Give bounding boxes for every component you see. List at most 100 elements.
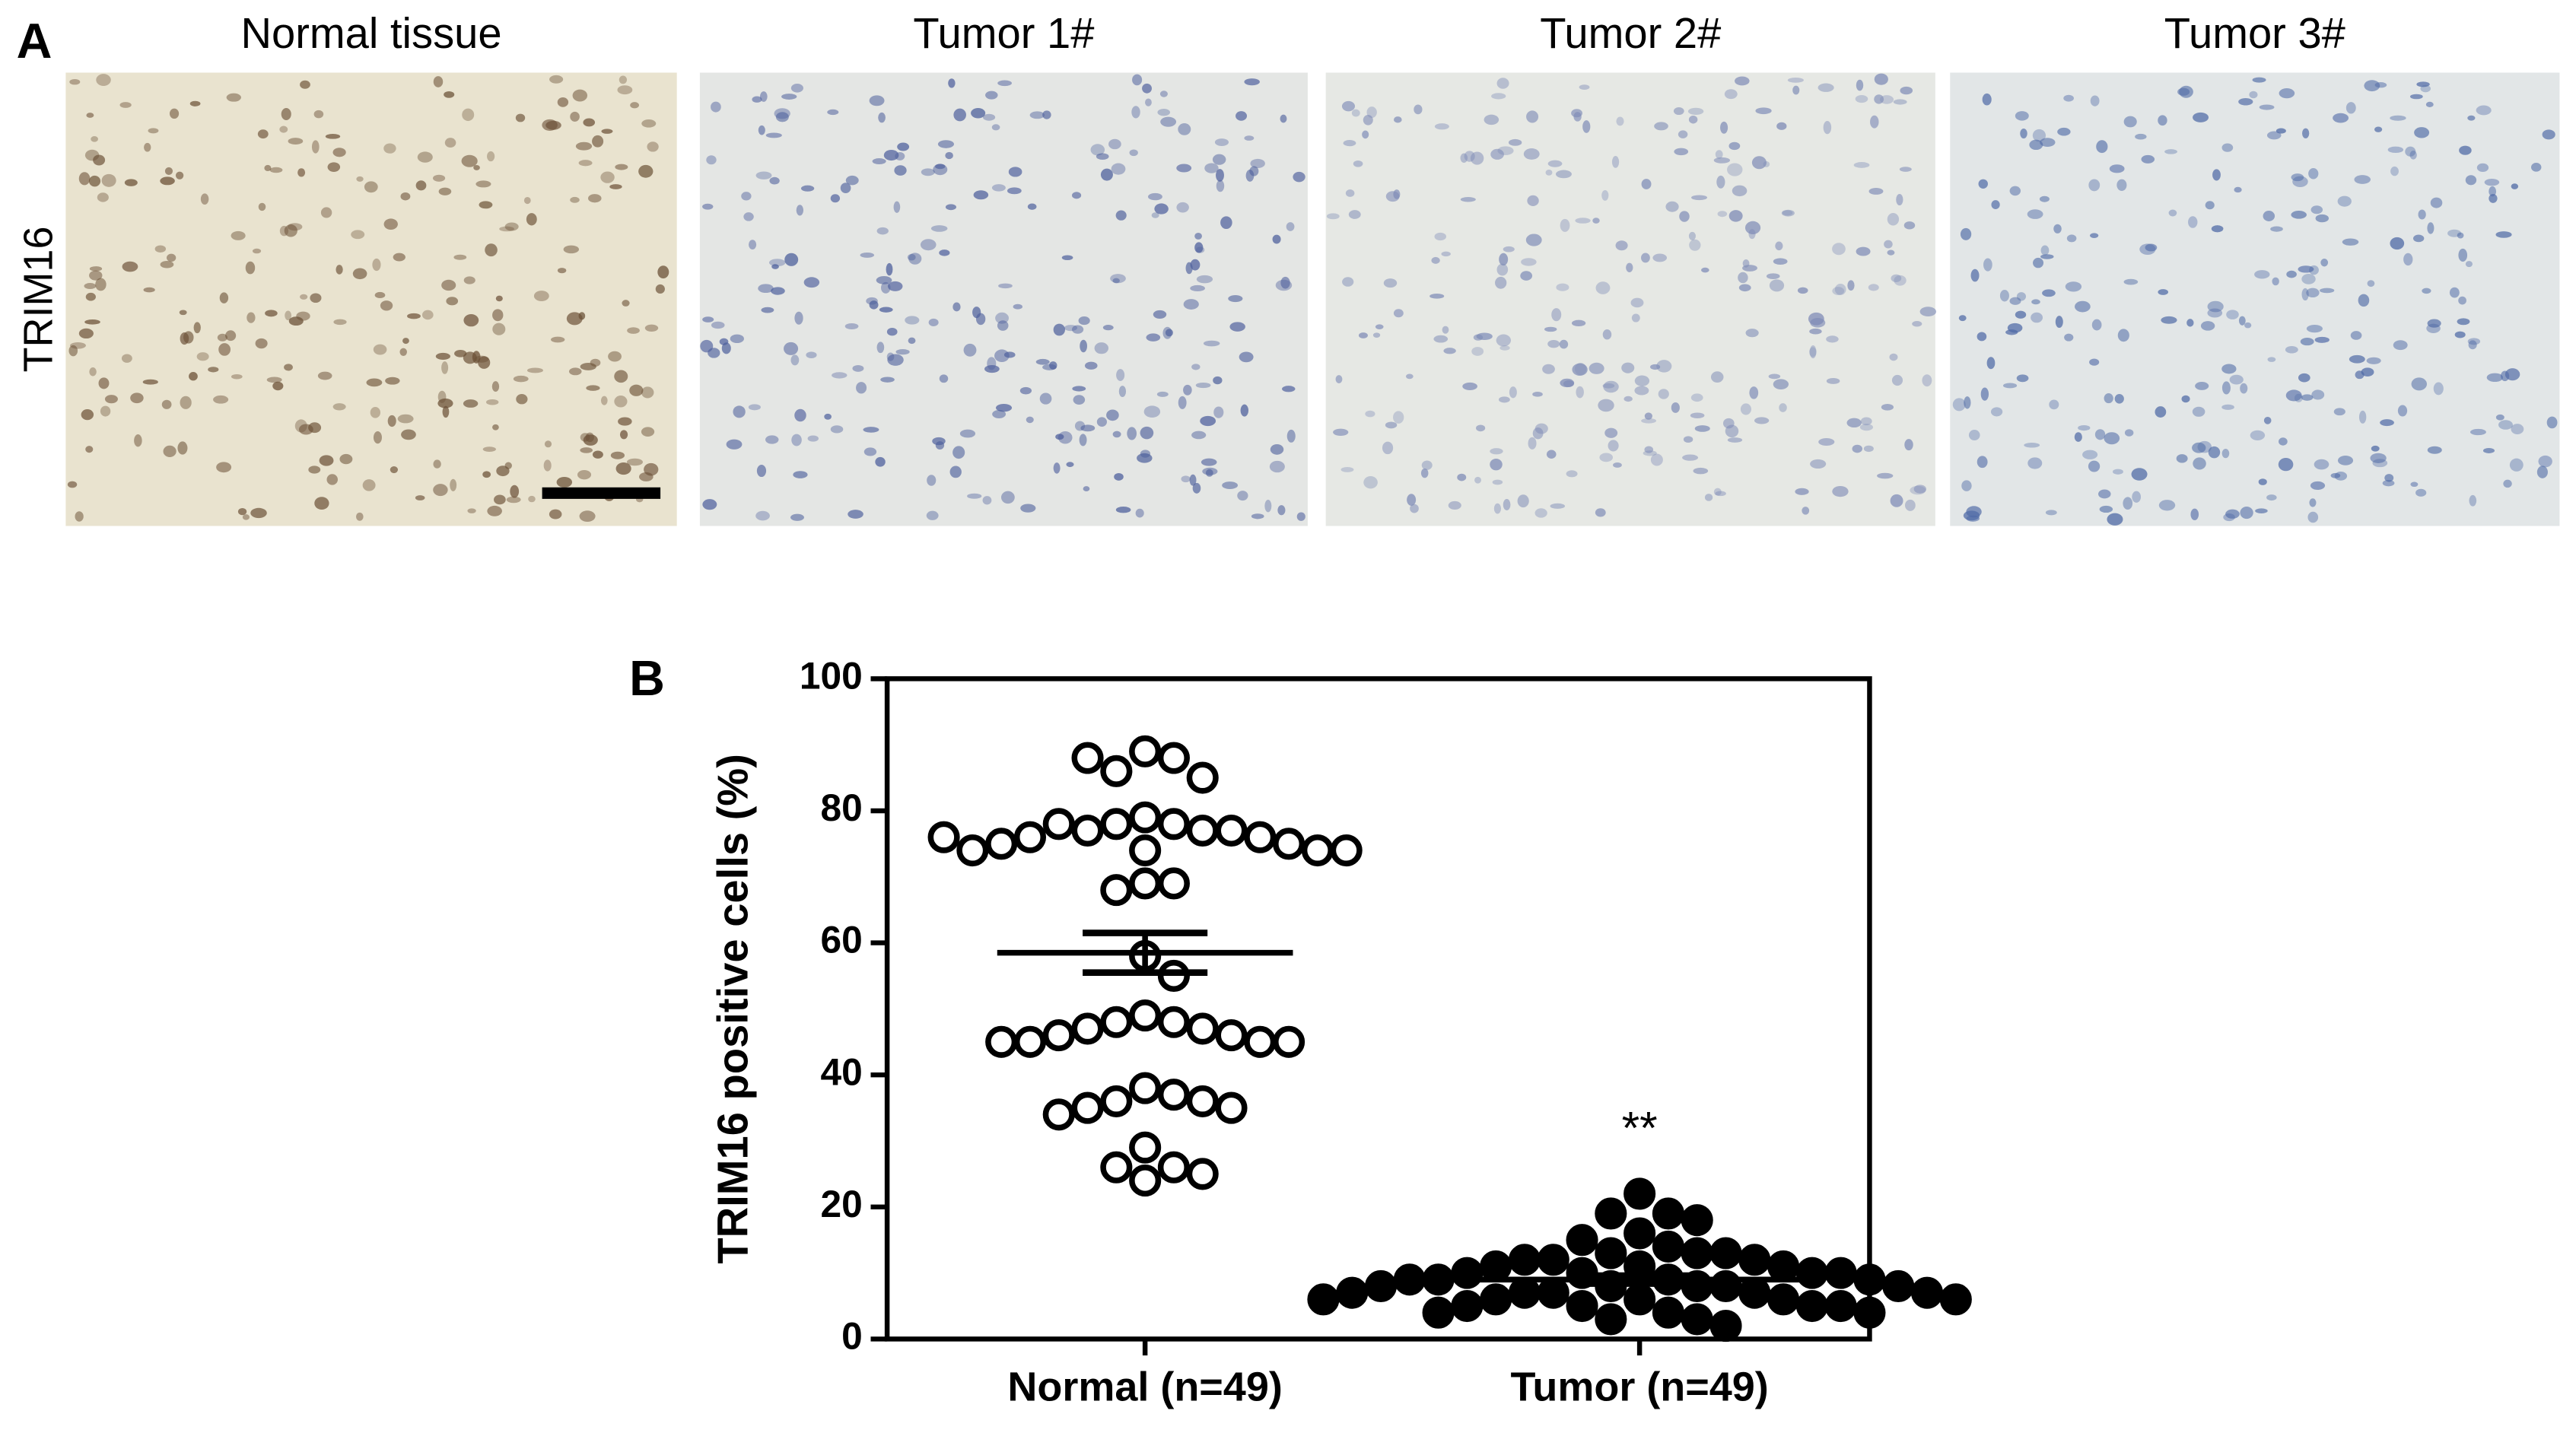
cell-nucleus: [2200, 321, 2215, 331]
cell-nucleus: [1713, 488, 1722, 496]
cell-nucleus: [95, 278, 107, 291]
cell-nucleus: [160, 261, 174, 268]
cell-nucleus: [143, 287, 155, 293]
data-point: [1652, 1197, 1684, 1230]
cell-nucleus: [1738, 284, 1751, 292]
cell-nucleus: [765, 435, 779, 444]
data-point: [1738, 1276, 1771, 1309]
cell-nucleus: [81, 408, 94, 421]
cell-nucleus: [1492, 479, 1503, 485]
cell-nucleus: [2366, 357, 2381, 364]
cell-nucleus: [657, 265, 669, 279]
data-point: [1624, 1217, 1656, 1250]
cell-nucleus: [1026, 416, 1034, 424]
cell-nucleus: [492, 323, 506, 335]
cell-nucleus: [526, 367, 543, 373]
cell-nucleus: [1205, 469, 1213, 477]
cell-nucleus: [1534, 508, 1547, 518]
cell-nucleus: [886, 262, 893, 276]
cell-nucleus: [1679, 211, 1690, 222]
cell-nucleus: [973, 190, 989, 200]
cell-nucleus: [1958, 315, 1967, 322]
cell-nucleus: [523, 196, 531, 205]
cell-nucleus: [88, 175, 101, 187]
cell-nucleus: [2221, 404, 2234, 410]
cell-nucleus: [1127, 427, 1137, 440]
cell-nucleus: [2495, 231, 2512, 238]
cell-nucleus: [895, 151, 905, 160]
cell-nucleus: [1201, 458, 1217, 466]
cell-nucleus: [1100, 168, 1113, 181]
cell-nucleus: [1157, 108, 1170, 116]
cell-nucleus: [1251, 513, 1264, 520]
cell-nucleus: [2465, 261, 2473, 268]
cell-nucleus: [1547, 160, 1563, 167]
cell-nucleus: [959, 429, 976, 438]
data-point: [1100, 808, 1133, 840]
cell-nucleus: [2291, 211, 2307, 219]
cell-nucleus: [1887, 249, 1895, 256]
cell-nucleus: [920, 239, 937, 251]
cell-nucleus: [2168, 209, 2177, 217]
cell-nucleus: [937, 140, 955, 148]
cell-nucleus: [93, 154, 106, 166]
cell-nucleus: [2390, 115, 2406, 121]
cell-nucleus: [2258, 478, 2267, 485]
cell-nucleus: [2179, 85, 2193, 98]
cell-nucleus: [1890, 494, 1903, 507]
cell-nucleus: [1602, 383, 1615, 389]
cell-nucleus: [1131, 106, 1140, 119]
cell-nucleus: [1745, 329, 1759, 338]
cell-nucleus: [2259, 104, 2275, 110]
cell-nucleus: [319, 455, 334, 466]
cell-nucleus: [2244, 322, 2252, 329]
cell-nucleus: [1443, 348, 1456, 354]
cell-nucleus: [794, 408, 806, 422]
cell-nucleus: [997, 80, 1012, 87]
cell-nucleus: [288, 138, 304, 145]
cell-nucleus: [1196, 246, 1205, 253]
cell-nucleus: [2024, 443, 2040, 448]
data-point: [1042, 808, 1075, 840]
cell-nucleus: [1599, 453, 1614, 462]
cell-nucleus: [372, 258, 381, 272]
cell-nucleus: [526, 213, 537, 226]
cell-nucleus: [1615, 240, 1628, 251]
cell-nucleus: [1129, 149, 1138, 157]
cell-nucleus: [730, 334, 744, 344]
cell-nucleus: [1887, 212, 1900, 226]
cell-nucleus: [1191, 364, 1201, 370]
cell-nucleus: [189, 372, 198, 381]
cell-nucleus: [226, 93, 241, 102]
y-tick-label: 0: [841, 1315, 863, 1358]
cell-nucleus: [1977, 456, 1988, 469]
x-tick-label: Normal (n=49): [1007, 1365, 1282, 1410]
cell-nucleus: [2469, 494, 2477, 507]
cell-nucleus: [840, 183, 851, 194]
cell-nucleus: [2091, 319, 2102, 331]
cell-nucleus: [86, 113, 94, 118]
cell-nucleus: [1348, 210, 1361, 219]
cell-nucleus: [2468, 340, 2477, 350]
cell-nucleus: [1616, 116, 1624, 126]
cell-nucleus: [2482, 447, 2495, 453]
cell-nucleus: [491, 381, 500, 392]
cell-nucleus: [579, 510, 596, 523]
cell-nucleus: [1143, 405, 1161, 418]
cell-nucleus: [485, 243, 498, 257]
cell-nucleus: [1598, 399, 1614, 412]
data-point: [1709, 1310, 1742, 1342]
cell-nucleus: [272, 381, 284, 391]
cell-nucleus: [2065, 281, 2082, 292]
cell-nucleus: [1891, 274, 1902, 282]
cell-nucleus: [2367, 280, 2375, 288]
cell-nucleus: [1055, 434, 1064, 440]
cell-nucleus: [2116, 179, 2127, 191]
cell-nucleus: [876, 227, 889, 235]
data-point: [1071, 742, 1104, 774]
cell-nucleus: [1978, 179, 1988, 189]
y-tick-label: 20: [820, 1183, 862, 1225]
cell-nucleus: [1084, 361, 1098, 370]
cell-nucleus: [1112, 431, 1121, 438]
cell-nucleus: [2075, 300, 2091, 313]
